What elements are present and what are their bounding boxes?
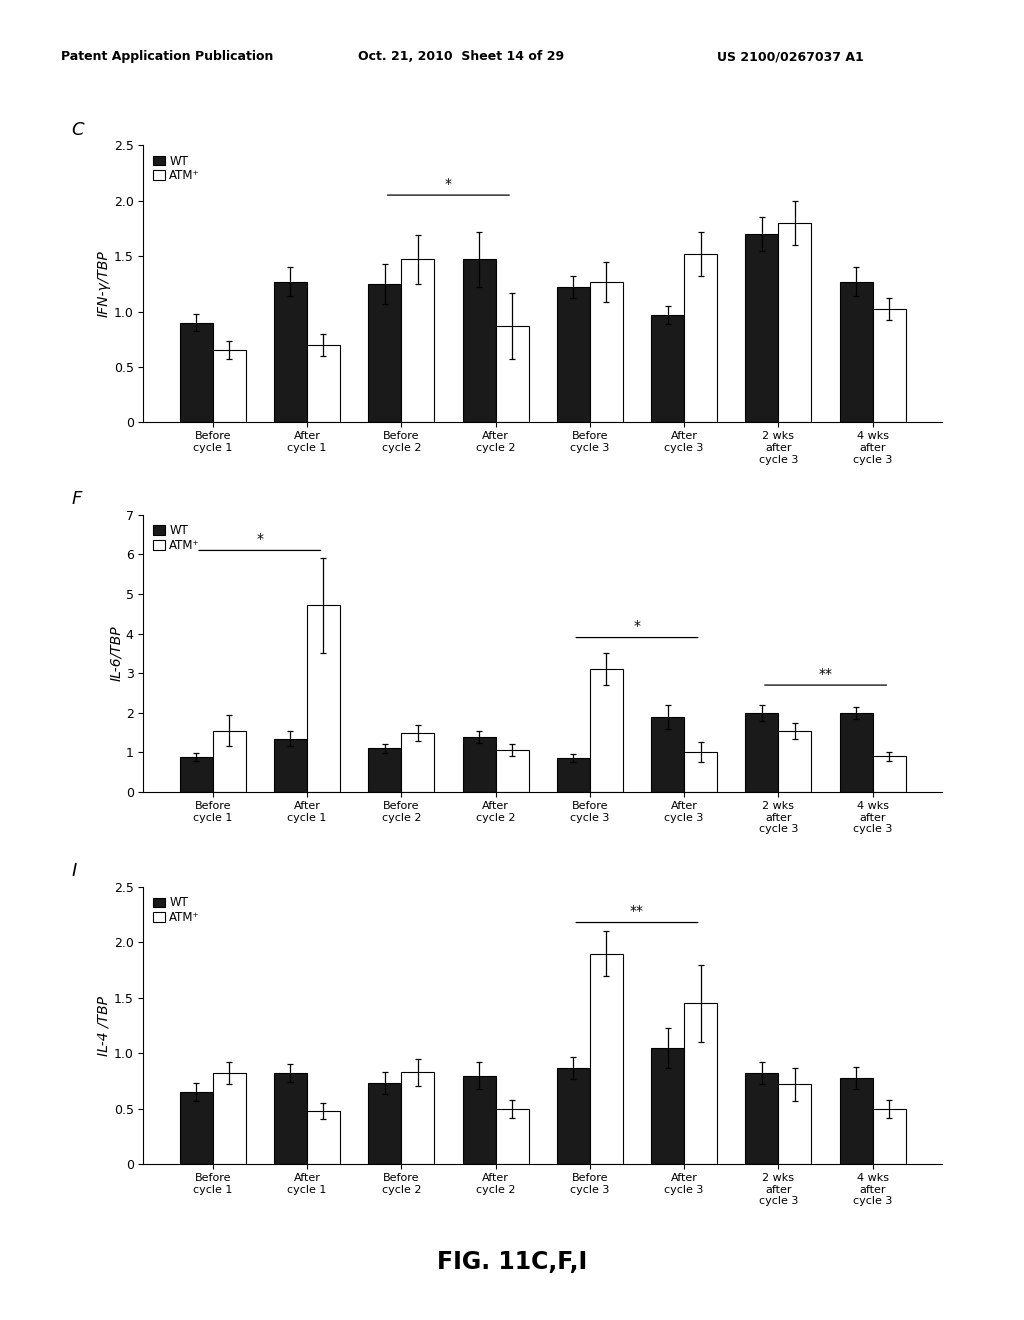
Bar bbox=[872, 309, 906, 422]
Bar bbox=[778, 223, 811, 422]
Bar bbox=[872, 756, 906, 792]
Text: *: * bbox=[256, 532, 263, 546]
Bar bbox=[590, 953, 623, 1164]
Y-axis label: IL-4 /TBP: IL-4 /TBP bbox=[97, 995, 111, 1056]
Bar bbox=[840, 1077, 872, 1164]
Bar bbox=[213, 1073, 246, 1164]
Bar bbox=[307, 1111, 340, 1164]
Bar bbox=[401, 733, 434, 792]
Bar bbox=[401, 1072, 434, 1164]
Bar bbox=[651, 315, 684, 422]
Bar bbox=[840, 281, 872, 422]
Bar bbox=[369, 284, 401, 422]
Bar bbox=[274, 281, 307, 422]
Bar bbox=[745, 713, 778, 792]
Bar bbox=[463, 737, 496, 792]
Bar bbox=[651, 717, 684, 792]
Bar bbox=[179, 1092, 213, 1164]
Bar bbox=[274, 1073, 307, 1164]
Bar bbox=[463, 260, 496, 422]
Bar bbox=[778, 731, 811, 792]
Legend: WT, ATM⁺: WT, ATM⁺ bbox=[150, 150, 204, 186]
Bar bbox=[684, 1003, 717, 1164]
Bar bbox=[557, 288, 590, 422]
Text: I: I bbox=[72, 862, 77, 880]
Bar bbox=[496, 750, 528, 792]
Bar bbox=[651, 1048, 684, 1164]
Text: **: ** bbox=[818, 667, 833, 681]
Y-axis label: IL-6/TBP: IL-6/TBP bbox=[109, 626, 123, 681]
Text: US 2100/0267037 A1: US 2100/0267037 A1 bbox=[717, 50, 863, 63]
Text: *: * bbox=[634, 619, 641, 634]
Bar bbox=[213, 350, 246, 422]
Bar bbox=[557, 758, 590, 792]
Text: FIG. 11C,F,I: FIG. 11C,F,I bbox=[437, 1250, 587, 1274]
Text: Oct. 21, 2010  Sheet 14 of 29: Oct. 21, 2010 Sheet 14 of 29 bbox=[358, 50, 564, 63]
Bar bbox=[872, 1109, 906, 1164]
Bar bbox=[307, 605, 340, 792]
Text: *: * bbox=[444, 177, 452, 191]
Bar bbox=[496, 326, 528, 422]
Bar bbox=[590, 281, 623, 422]
Bar bbox=[745, 1073, 778, 1164]
Text: C: C bbox=[72, 120, 84, 139]
Legend: WT, ATM⁺: WT, ATM⁺ bbox=[150, 520, 204, 556]
Bar bbox=[463, 1076, 496, 1164]
Bar bbox=[684, 751, 717, 792]
Bar bbox=[557, 1068, 590, 1164]
Bar bbox=[274, 739, 307, 792]
Bar bbox=[307, 345, 340, 422]
Bar bbox=[684, 253, 717, 422]
Bar bbox=[778, 1085, 811, 1164]
Bar bbox=[179, 758, 213, 792]
Bar bbox=[590, 669, 623, 792]
Bar bbox=[179, 322, 213, 422]
Bar bbox=[496, 1109, 528, 1164]
Text: F: F bbox=[72, 490, 82, 508]
Bar bbox=[840, 713, 872, 792]
Bar bbox=[369, 1084, 401, 1164]
Text: Patent Application Publication: Patent Application Publication bbox=[61, 50, 273, 63]
Legend: WT, ATM⁺: WT, ATM⁺ bbox=[150, 892, 204, 928]
Bar bbox=[401, 260, 434, 422]
Bar bbox=[745, 234, 778, 422]
Y-axis label: IFN-γ/TBP: IFN-γ/TBP bbox=[97, 251, 111, 317]
Bar bbox=[369, 748, 401, 792]
Text: **: ** bbox=[630, 904, 644, 919]
Bar bbox=[213, 731, 246, 792]
